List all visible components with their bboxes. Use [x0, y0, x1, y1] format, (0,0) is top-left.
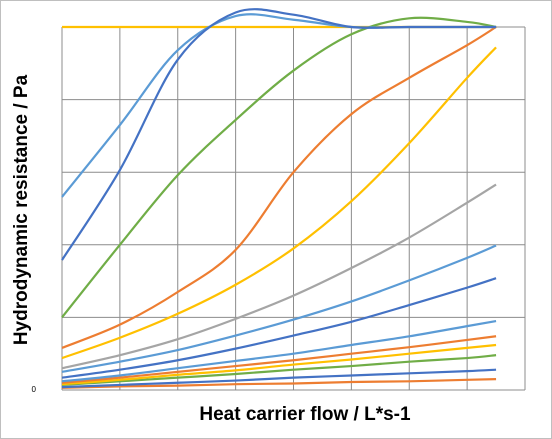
- data-line: [61, 368, 497, 389]
- y-axis-title: Hydrodynamic resistance / Pa: [11, 74, 32, 345]
- data-line: [61, 16, 497, 319]
- data-line: [61, 8, 497, 261]
- data-line: [61, 319, 497, 383]
- data-line: [61, 335, 497, 384]
- data-line: [61, 378, 497, 389]
- data-line: [61, 354, 497, 387]
- y-tick-label: 0: [32, 385, 37, 394]
- data-line: [61, 183, 497, 370]
- data-line: [61, 46, 497, 360]
- data-line: [61, 343, 497, 386]
- data-line: [61, 277, 497, 379]
- data-line: [61, 26, 497, 349]
- plot-lines: [61, 8, 497, 389]
- data-line: [61, 244, 497, 373]
- x-axis-title: Heat carrier flow / L*s-1: [199, 404, 411, 425]
